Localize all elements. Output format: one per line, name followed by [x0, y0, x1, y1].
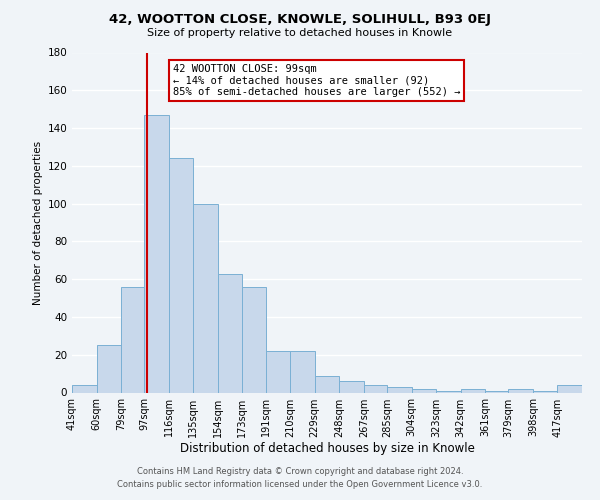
Text: 42, WOOTTON CLOSE, KNOWLE, SOLIHULL, B93 0EJ: 42, WOOTTON CLOSE, KNOWLE, SOLIHULL, B93…: [109, 12, 491, 26]
Bar: [121, 286, 145, 393]
Text: 42 WOOTTON CLOSE: 99sqm
← 14% of detached houses are smaller (92)
85% of semi-de: 42 WOOTTON CLOSE: 99sqm ← 14% of detache…: [173, 64, 460, 97]
Bar: [145, 115, 169, 392]
Bar: [508, 388, 533, 392]
Bar: [218, 274, 242, 392]
Bar: [266, 351, 290, 393]
X-axis label: Distribution of detached houses by size in Knowle: Distribution of detached houses by size …: [179, 442, 475, 456]
Bar: [315, 376, 339, 392]
Bar: [364, 385, 387, 392]
Bar: [557, 385, 582, 392]
Bar: [387, 387, 412, 392]
Bar: [169, 158, 193, 392]
Bar: [485, 390, 508, 392]
Bar: [193, 204, 218, 392]
Bar: [72, 385, 97, 392]
Bar: [461, 388, 485, 392]
Bar: [436, 390, 461, 392]
Bar: [412, 388, 436, 392]
Text: Size of property relative to detached houses in Knowle: Size of property relative to detached ho…: [148, 28, 452, 38]
Y-axis label: Number of detached properties: Number of detached properties: [33, 140, 43, 304]
Bar: [339, 381, 364, 392]
Bar: [290, 351, 315, 393]
Bar: [242, 286, 266, 393]
Text: Contains HM Land Registry data © Crown copyright and database right 2024.
Contai: Contains HM Land Registry data © Crown c…: [118, 468, 482, 489]
Bar: [97, 346, 121, 393]
Bar: [533, 390, 557, 392]
